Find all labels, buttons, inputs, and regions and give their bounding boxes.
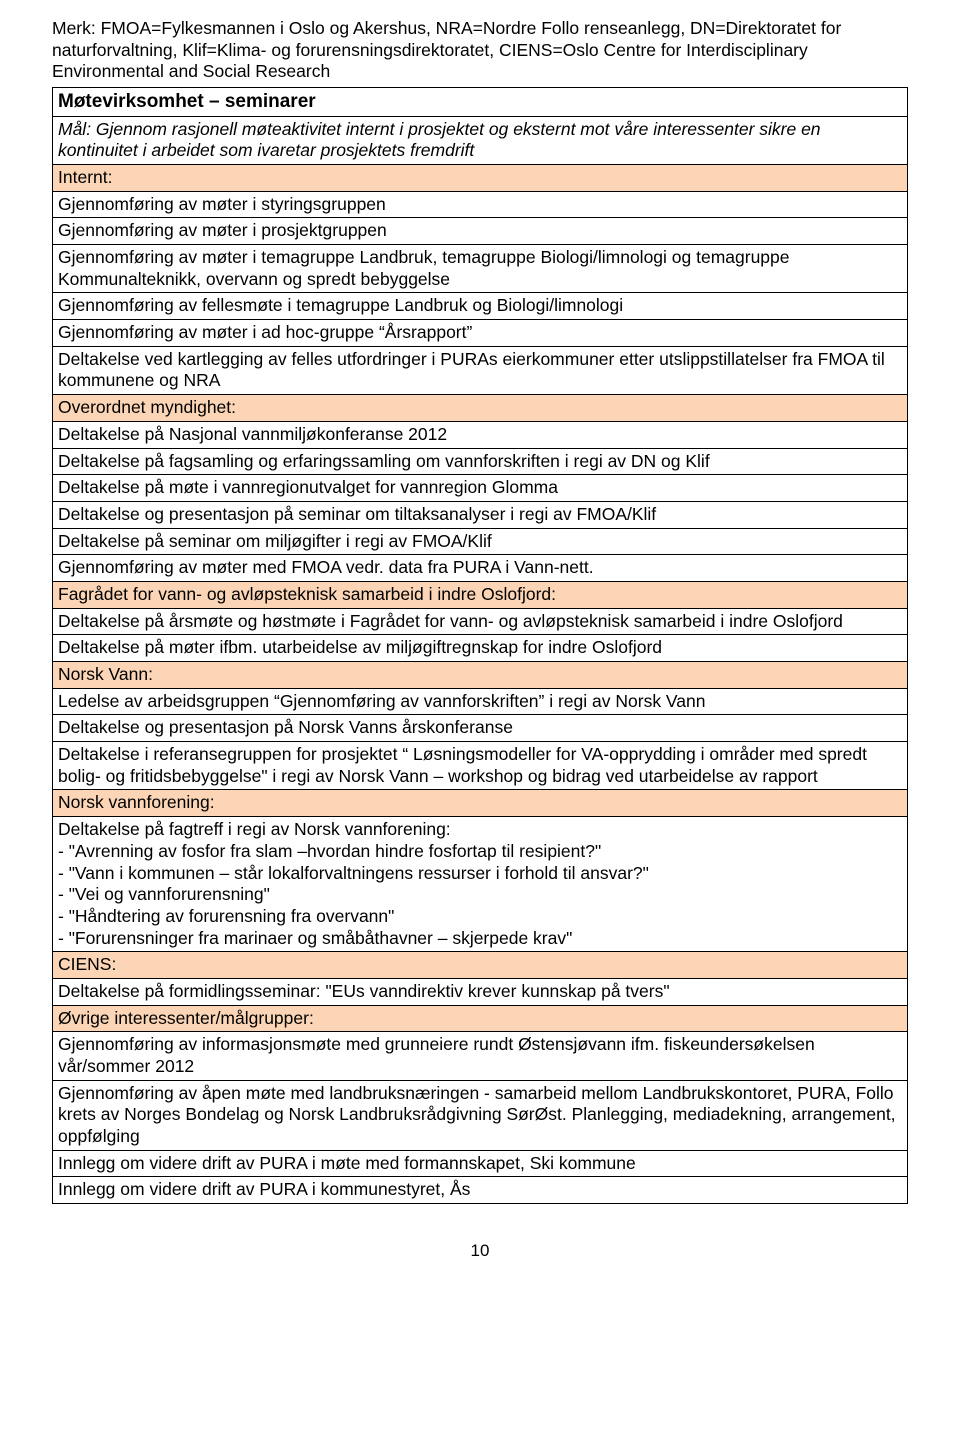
section-header: Overordnet myndighet: [53,395,908,422]
table-row: Deltakelse på fagsamling og erfaringssam… [53,448,908,475]
table-row: Gjennomføring av fellesmøte i temagruppe… [53,293,908,320]
table-row: Ledelse av arbeidsgruppen “Gjennomføring… [53,688,908,715]
table-row: Innlegg om videre drift av PURA i kommun… [53,1177,908,1204]
table-row: Deltakelse på årsmøte og høstmøte i Fagr… [53,608,908,635]
table-row: Deltakelse og presentasjon på seminar om… [53,501,908,528]
table-title: Møtevirksomhet – seminarer [53,88,908,117]
section-header: Internt: [53,164,908,191]
section-header: CIENS: [53,952,908,979]
section-header: Fagrådet for vann- og avløpsteknisk sama… [53,581,908,608]
table-row: Deltakelse på formidlingsseminar: "EUs v… [53,978,908,1005]
table-row: Gjennomføring av møter i ad hoc-gruppe “… [53,320,908,347]
table-row: Deltakelse på møte i vannregionutvalget … [53,475,908,502]
table-row: Gjennomføring av informasjonsmøte med gr… [53,1032,908,1080]
table-row: Deltakelse i referansegruppen for prosje… [53,742,908,790]
section-header: Norsk vannforening: [53,790,908,817]
table-row: Deltakelse på fagtreff i regi av Norsk v… [53,817,908,952]
table-row: Deltakelse på møter ifbm. utarbeidelse a… [53,635,908,662]
table-row: Deltakelse ved kartlegging av felles utf… [53,346,908,394]
section-header: Øvrige interessenter/målgrupper: [53,1005,908,1032]
meetings-table: Møtevirksomhet – seminarer Mål: Gjennom … [52,87,908,1204]
table-goal: Mål: Gjennom rasjonell møteaktivitet int… [53,116,908,164]
table-row: Deltakelse på seminar om miljøgifter i r… [53,528,908,555]
table-row: Gjennomføring av åpen møte med landbruks… [53,1080,908,1150]
table-row: Deltakelse på Nasjonal vannmiljøkonferan… [53,421,908,448]
table-row: Deltakelse og presentasjon på Norsk Vann… [53,715,908,742]
table-row: Gjennomføring av møter med FMOA vedr. da… [53,555,908,582]
page-number: 10 [52,1240,908,1261]
table-row: Gjennomføring av møter i styringsgruppen [53,191,908,218]
section-header: Norsk Vann: [53,662,908,689]
table-row: Gjennomføring av møter i temagruppe Land… [53,245,908,293]
table-row: Innlegg om videre drift av PURA i møte m… [53,1150,908,1177]
table-row: Gjennomføring av møter i prosjektgruppen [53,218,908,245]
abbreviations-note: Merk: FMOA=Fylkesmannen i Oslo og Akersh… [52,18,908,83]
